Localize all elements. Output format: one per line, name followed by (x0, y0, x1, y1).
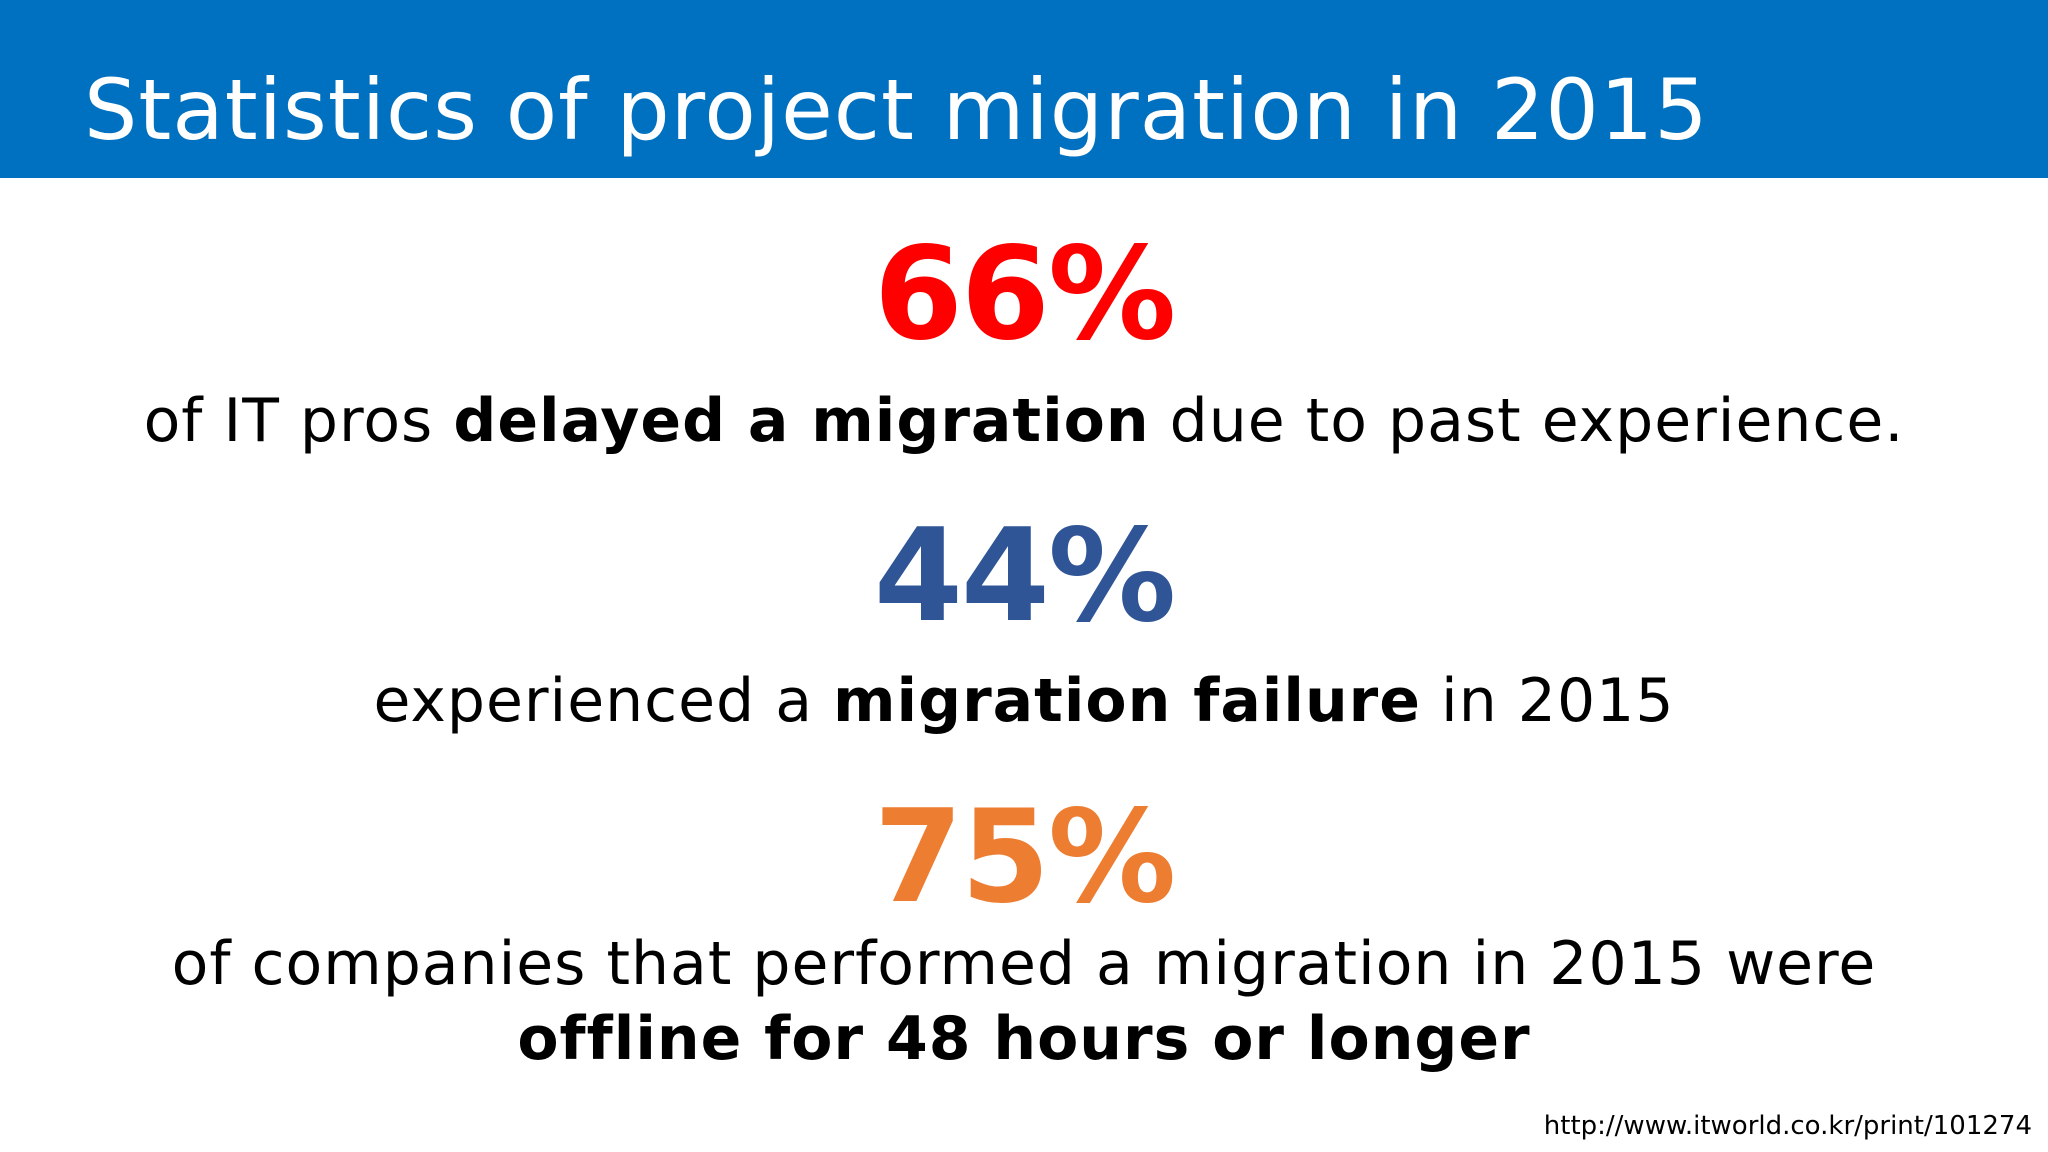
stat-description-3-bold: offline for 48 hours or longer (517, 1004, 1531, 1074)
slide-title: Statistics of project migration in 2015 (84, 61, 1709, 159)
stat-description-3-line1: of companies that performed a migration … (171, 929, 1877, 999)
stat-description-2-bold: migration failure (833, 666, 1421, 736)
stat-description-2-post: in 2015 (1420, 666, 1675, 736)
title-bar: Statistics of project migration in 2015 (0, 0, 2048, 178)
stat-value-44: 44% (873, 502, 1176, 651)
stat-description-2: experienced a migration failure in 2015 (0, 662, 2048, 740)
stat-value-66: 66% (873, 220, 1176, 369)
stat-description-2-pre: experienced a (373, 666, 834, 736)
stat-description-1-post: due to past experience. (1149, 386, 1905, 456)
source-url: http://www.itworld.co.kr/print/101274 (1543, 1111, 2032, 1141)
stat-description-1: of IT pros delayed a migration due to pa… (0, 382, 2048, 460)
stat-description-1-pre: of IT pros (143, 386, 454, 456)
stat-description-3-line2: offline for 48 hours or longer (0, 1000, 2048, 1078)
stat-description-1-bold: delayed a migration (453, 386, 1150, 456)
stat-value-75: 75% (873, 783, 1176, 932)
